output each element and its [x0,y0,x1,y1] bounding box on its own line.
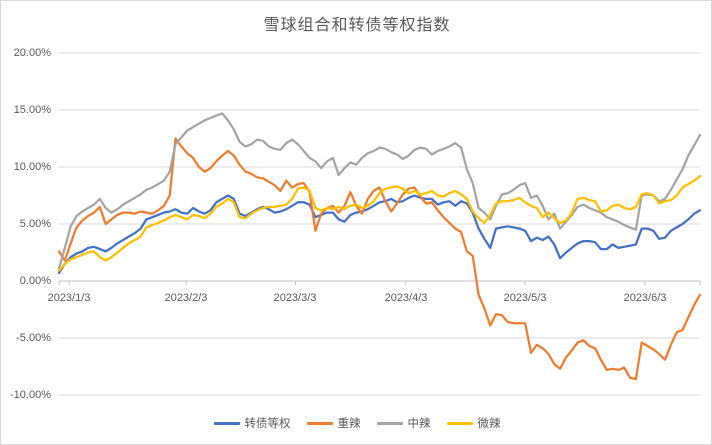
legend-item-zhongla-heavy[interactable]: 重辣 [306,415,361,431]
y-axis-tick-label: -10.00% [10,389,51,401]
legend-item-zhongla-medium[interactable]: 中辣 [376,415,431,431]
legend-item-zhuanzhai-dengquan[interactable]: 转债等权 [213,415,291,431]
x-axis-ticks [58,281,701,285]
chart-title: 雪球组合和转债等权指数 [263,17,451,34]
legend-label: 重辣 [337,418,361,430]
legend-line-swatch [213,421,240,425]
y-axis-tick-label: 15.00% [13,104,51,116]
x-axis-tick-label: 2023/3/3 [273,292,317,304]
x-axis-tick-label: 2023/5/3 [503,292,547,304]
legend-line-swatch [446,421,473,425]
legend-line-swatch [306,421,333,425]
series-lines [57,112,702,381]
gridlines [59,52,700,396]
x-axis-tick-label: 2023/4/3 [384,292,428,304]
legend-line-swatch [376,421,403,425]
legend-label: 微辣 [477,418,501,430]
chart-legend: 转债等权 重辣 中辣 微辣 [1,415,711,431]
x-axis-tick-label: 2023/6/3 [623,292,667,304]
legend-item-weila-mild[interactable]: 微辣 [446,415,501,431]
y-axis-tick-label: 20.00% [13,47,51,59]
legend-label: 转债等权 [244,418,291,430]
legend-label: 中辣 [407,418,431,430]
y-axis-tick-label: 0.00% [19,275,51,287]
y-axis-tick-label: -5.00% [16,332,51,344]
y-axis-tick-label: 10.00% [13,161,51,173]
y-axis-tick-label: 5.00% [19,218,51,230]
x-axis-tick-label: 2023/2/3 [164,292,208,304]
x-axis-tick-label: 2023/1/3 [47,292,91,304]
